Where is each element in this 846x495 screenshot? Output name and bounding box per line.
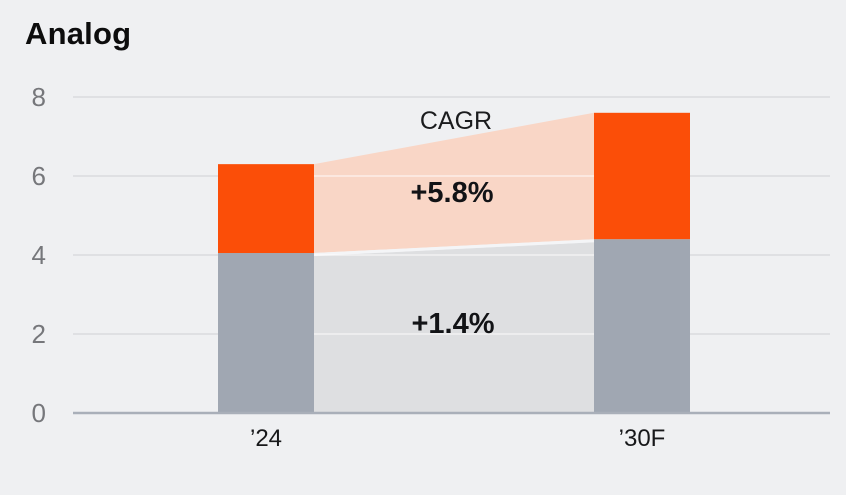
bar-segment-base (594, 239, 690, 413)
x-tick-label: ’24 (250, 425, 282, 452)
cagr-band-base (314, 242, 594, 413)
bar-segment-growth (218, 164, 314, 254)
y-tick-label: 2 (32, 319, 46, 349)
cagr-label: CAGR (419, 107, 493, 135)
bar-segment-growth (594, 112, 690, 240)
growth-segment-cagr-value: +5.8% (410, 177, 494, 209)
y-tick-label: 0 (32, 398, 46, 428)
y-tick-label: 8 (32, 82, 46, 112)
y-tick-label: 6 (32, 161, 46, 191)
y-tick-label: 4 (32, 240, 46, 270)
band-separator (313, 239, 595, 257)
x-tick-label: ’30F (619, 425, 666, 452)
cagr-band-growth (314, 112, 594, 254)
chart-title: Analog (25, 16, 132, 51)
base-segment-cagr-value: +1.4% (411, 308, 495, 340)
bar-segment-base (218, 253, 314, 413)
